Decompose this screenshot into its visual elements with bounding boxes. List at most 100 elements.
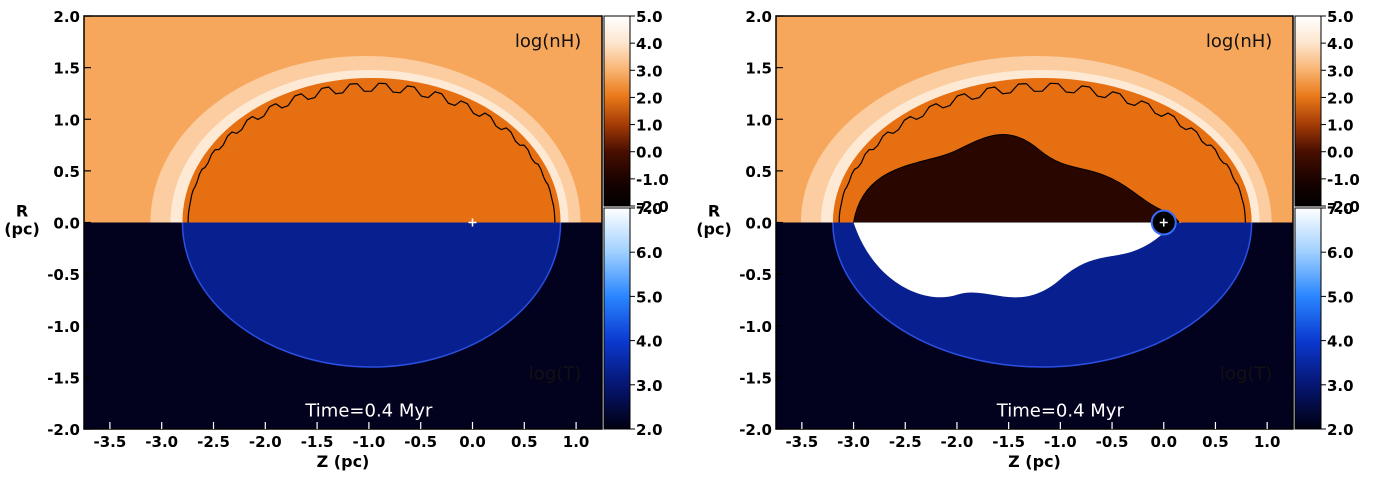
x-tick-label: -3.5 bbox=[785, 433, 818, 451]
y-tick-label: 0.5 bbox=[745, 163, 772, 181]
colorbar-density bbox=[603, 15, 631, 207]
upper-label: log(nH) bbox=[515, 31, 581, 52]
x-tick-label: -1.5 bbox=[992, 433, 1025, 451]
x-tick-label: -0.5 bbox=[404, 433, 437, 451]
colorbar-temperature-tick-label: 5.0 bbox=[636, 288, 663, 306]
colorbar-temperature-tick-label: 7.0 bbox=[1327, 200, 1354, 218]
colorbar-density-tick-label: 2.0 bbox=[1327, 89, 1354, 107]
x-tick-label: 1.0 bbox=[1254, 433, 1281, 451]
y-tick-label: 0.0 bbox=[53, 215, 80, 233]
y-tick-label: -1.5 bbox=[739, 369, 772, 387]
hot-bubble-temperature bbox=[853, 222, 1181, 298]
y-tick-label: -1.0 bbox=[739, 318, 772, 336]
x-tick-label: 0.5 bbox=[1202, 433, 1229, 451]
y-tick-label: -1.0 bbox=[47, 318, 80, 336]
colorbar-density-tick-label: 3.0 bbox=[1327, 62, 1354, 80]
shell-edge bbox=[181, 222, 562, 368]
colorbar-temperature-tick-label: 3.0 bbox=[636, 377, 663, 395]
colorbar-temperature-tick-label: 2.0 bbox=[636, 421, 663, 439]
panel-1: log(nH) log(T) Time=0.4 Myr -3.5 -3.0 -2.5 -2.… bbox=[4, 8, 669, 471]
colorbar-density-tick-label: 4.0 bbox=[636, 35, 663, 53]
colorbar-density-tick-label: -2.0 bbox=[636, 198, 669, 216]
colorbar-density-tick-label: -1.0 bbox=[1327, 171, 1360, 189]
colorbar-density-tick-label: 0.0 bbox=[636, 144, 663, 162]
colorbar-temperature-tick-label: 2.0 bbox=[1327, 421, 1354, 439]
colorbar-temperature-tick-label: 3.0 bbox=[1327, 377, 1354, 395]
y-tick-label: -2.0 bbox=[47, 421, 80, 439]
x-tick-label: -3.0 bbox=[837, 433, 870, 451]
lower-label: log(T) bbox=[1220, 363, 1272, 384]
upper-label: log(nH) bbox=[1206, 31, 1272, 52]
y-tick-label: 2.0 bbox=[745, 8, 772, 26]
x-tick-label: -3.0 bbox=[145, 433, 178, 451]
x-tick-label: 0.0 bbox=[1150, 433, 1177, 451]
x-tick-label: -1.0 bbox=[1044, 433, 1077, 451]
plot-area bbox=[84, 16, 602, 429]
colorbar-temperature-tick-label: 7.0 bbox=[636, 200, 663, 218]
colorbar-density-tick-label: -1.0 bbox=[636, 171, 669, 189]
colorbar-density-tick-label: 1.0 bbox=[1327, 117, 1354, 135]
colorbar-density-tick-label: 1.0 bbox=[636, 117, 663, 135]
y-tick-label: 0.5 bbox=[53, 163, 80, 181]
time-label: Time=0.4 Myr bbox=[304, 401, 433, 422]
colorbar-temperature-tick-label: 6.0 bbox=[636, 244, 663, 262]
x-tick-label: -2.5 bbox=[889, 433, 922, 451]
y-tick-label: 1.5 bbox=[745, 60, 772, 78]
colorbar-density-tick-label: 0.0 bbox=[1327, 144, 1354, 162]
colorbar-density bbox=[1294, 15, 1322, 207]
y-axis-label: (pc) bbox=[4, 220, 40, 239]
panel-2: log(nH) log(T) Time=0.4 Myr -3.5 -3.0 -2.5 -2.… bbox=[696, 8, 1360, 471]
x-tick-label: -1.5 bbox=[301, 433, 334, 451]
colorbar-temperature-tick-label: 4.0 bbox=[1327, 333, 1354, 351]
plot-area bbox=[776, 16, 1293, 429]
y-tick-label: 1.0 bbox=[745, 111, 772, 129]
warm-ionised-gas bbox=[182, 222, 561, 368]
y-tick-label: -0.5 bbox=[47, 266, 80, 284]
temperature-half bbox=[181, 222, 562, 368]
ionisation-front-contour bbox=[838, 82, 1246, 223]
colorbar-density-tick-label: 3.0 bbox=[636, 62, 663, 80]
y-axis-label: R bbox=[708, 202, 720, 221]
shocked-gas bbox=[182, 77, 561, 223]
x-tick-label: 0.5 bbox=[511, 433, 538, 451]
shell-edge bbox=[832, 222, 1253, 368]
source-marker bbox=[468, 218, 477, 227]
colorbar-density-tick-label: -2.0 bbox=[1327, 198, 1360, 216]
x-tick-label: 1.0 bbox=[563, 433, 590, 451]
colorbar-density-tick-label: 5.0 bbox=[636, 8, 663, 26]
colorbar-density-tick-label: 5.0 bbox=[1327, 8, 1354, 26]
y-tick-label: 1.0 bbox=[53, 111, 80, 129]
ionisation-front-contour bbox=[187, 82, 556, 223]
density-half bbox=[800, 56, 1272, 223]
x-tick-label: -1.0 bbox=[352, 433, 385, 451]
colorbar-temperature-tick-label: 6.0 bbox=[1327, 244, 1354, 262]
colorbar-temperature bbox=[603, 207, 631, 430]
y-tick-label: 1.5 bbox=[53, 60, 80, 78]
source-marker bbox=[1159, 218, 1168, 227]
y-tick-label: -1.5 bbox=[47, 369, 80, 387]
y-tick-label: 0.0 bbox=[745, 215, 772, 233]
density-half bbox=[150, 56, 581, 223]
x-tick-label: -3.5 bbox=[93, 433, 126, 451]
hot-bubble-density bbox=[853, 134, 1180, 223]
x-axis-label: Z (pc) bbox=[317, 452, 370, 471]
x-tick-label: -2.0 bbox=[941, 433, 974, 451]
x-tick-label: 0.0 bbox=[459, 433, 486, 451]
y-axis-label: R bbox=[16, 202, 28, 221]
x-axis-label: Z (pc) bbox=[1008, 452, 1061, 471]
colorbar-density-tick-label: 2.0 bbox=[636, 89, 663, 107]
lower-label: log(T) bbox=[529, 363, 581, 384]
temperature-half bbox=[832, 222, 1253, 368]
colorbar-temperature-tick-label: 4.0 bbox=[636, 333, 663, 351]
y-tick-label: -2.0 bbox=[739, 421, 772, 439]
y-tick-label: -0.5 bbox=[739, 266, 772, 284]
y-axis-label: (pc) bbox=[696, 220, 732, 239]
x-tick-label: -0.5 bbox=[1096, 433, 1129, 451]
x-tick-label: -2.0 bbox=[249, 433, 282, 451]
y-tick-label: 2.0 bbox=[53, 8, 80, 26]
x-tick-label: -2.5 bbox=[197, 433, 230, 451]
colorbar-temperature-tick-label: 5.0 bbox=[1327, 288, 1354, 306]
time-label: Time=0.4 Myr bbox=[996, 401, 1125, 422]
colorbar-density-tick-label: 4.0 bbox=[1327, 35, 1354, 53]
